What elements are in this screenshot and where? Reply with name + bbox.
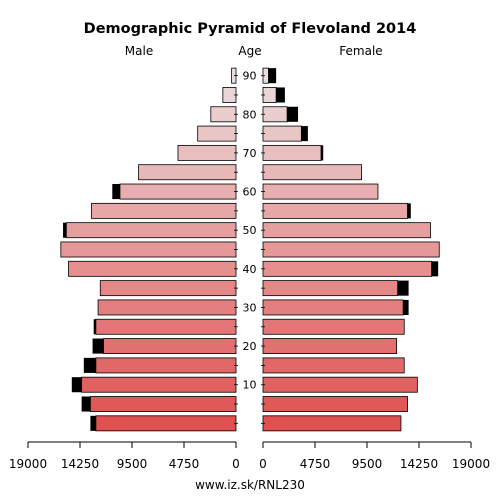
male-bars bbox=[60, 67, 237, 432]
male-x-tick-label: 4750 bbox=[169, 457, 200, 471]
female-bar-70-74 bbox=[262, 144, 322, 161]
male-bar-75-79 bbox=[197, 125, 237, 142]
age-tick-label: 90 bbox=[243, 70, 257, 83]
age-tick-label: 10 bbox=[243, 379, 257, 392]
male-surplus-15-19 bbox=[83, 357, 96, 373]
female-bar-55-59 bbox=[262, 202, 408, 219]
female-bar-60-64 bbox=[262, 183, 379, 200]
age-tick-label: 50 bbox=[243, 224, 257, 237]
male-bar-25-29 bbox=[95, 318, 237, 335]
female-bar-20-24 bbox=[262, 338, 397, 355]
female-surplus-85-89 bbox=[276, 87, 285, 103]
male-bar-20-24 bbox=[103, 338, 237, 355]
female-x-tick-label: 14250 bbox=[400, 457, 438, 471]
female-x-tick-label: 19000 bbox=[452, 457, 490, 471]
female-surplus-30-34 bbox=[403, 299, 409, 315]
male-surplus-50-54 bbox=[63, 222, 67, 238]
axes: 19000 19000 14250 14250 9500 9500 4750 4750 0 0 10… bbox=[9, 70, 490, 471]
female-bar-40-44 bbox=[262, 260, 432, 277]
female-surplus-90-94 bbox=[268, 68, 277, 84]
female-bar-5-9 bbox=[262, 396, 408, 412]
male-surplus-20-24 bbox=[92, 338, 104, 354]
female-label: Female bbox=[339, 44, 382, 58]
male-bar-40-44 bbox=[68, 260, 237, 277]
age-tick-label: 60 bbox=[243, 186, 257, 199]
male-surplus-10-14 bbox=[71, 377, 82, 393]
male-bar-5-9 bbox=[90, 396, 237, 412]
male-bar-30-34 bbox=[97, 299, 237, 316]
age-tick-label: 30 bbox=[243, 301, 257, 314]
male-bar-45-49 bbox=[60, 241, 237, 258]
male-bar-80-84 bbox=[210, 106, 237, 123]
female-surplus-35-39 bbox=[397, 280, 409, 296]
female-bar-65-69 bbox=[262, 164, 362, 181]
age-tick-label: 20 bbox=[243, 340, 257, 353]
male-bar-60-64 bbox=[119, 183, 237, 200]
male-surplus-5-9 bbox=[81, 396, 91, 412]
male-bar-35-39 bbox=[99, 280, 237, 297]
male-bar-10-14 bbox=[81, 376, 237, 393]
female-bar-30-34 bbox=[262, 299, 404, 316]
credit-text: www.iz.sk/RNL230 bbox=[195, 478, 305, 492]
age-tick-label: 80 bbox=[243, 108, 257, 121]
female-bar-50-54 bbox=[262, 222, 431, 239]
chart-title: Demographic Pyramid of Flevoland 2014 bbox=[84, 21, 417, 37]
male-bar-55-59 bbox=[91, 202, 237, 219]
male-x-tick-label: 14250 bbox=[61, 457, 99, 471]
female-bar-15-19 bbox=[262, 357, 405, 374]
male-x-tick-label: 0 bbox=[232, 457, 240, 471]
male-bar-0-4 bbox=[95, 415, 237, 432]
female-surplus-75-79 bbox=[301, 126, 308, 142]
female-surplus-70-74 bbox=[321, 145, 324, 161]
female-bar-10-14 bbox=[262, 376, 418, 393]
male-bar-50-54 bbox=[65, 222, 237, 239]
male-surplus-0-4 bbox=[90, 415, 96, 431]
female-x-tick-label: 9500 bbox=[352, 457, 383, 471]
female-surplus-40-44 bbox=[431, 261, 439, 277]
female-x-tick-label: 4750 bbox=[300, 457, 331, 471]
male-x-tick-label: 19000 bbox=[9, 457, 47, 471]
female-x-tick-label: 0 bbox=[259, 457, 267, 471]
male-surplus-25-29 bbox=[93, 319, 96, 335]
female-surplus-55-59 bbox=[407, 203, 411, 219]
male-bar-15-19 bbox=[95, 357, 237, 374]
male-bar-70-74 bbox=[177, 144, 237, 161]
female-bar-80-84 bbox=[262, 106, 288, 123]
female-bar-25-29 bbox=[262, 318, 405, 335]
female-bar-45-49 bbox=[262, 241, 440, 258]
male-bar-65-69 bbox=[138, 164, 237, 181]
female-surplus-80-84 bbox=[287, 106, 299, 122]
female-bar-75-79 bbox=[262, 125, 302, 142]
male-label: Male bbox=[125, 44, 153, 58]
male-surplus-60-64 bbox=[112, 184, 120, 200]
male-x-tick-label: 9500 bbox=[117, 457, 148, 471]
age-tick-label: 40 bbox=[243, 263, 257, 276]
female-bars bbox=[262, 67, 440, 432]
female-bar-0-4 bbox=[262, 415, 402, 432]
female-bar-35-39 bbox=[262, 280, 399, 297]
age-tick-label: 70 bbox=[243, 147, 257, 160]
age-label: Age bbox=[238, 44, 261, 58]
